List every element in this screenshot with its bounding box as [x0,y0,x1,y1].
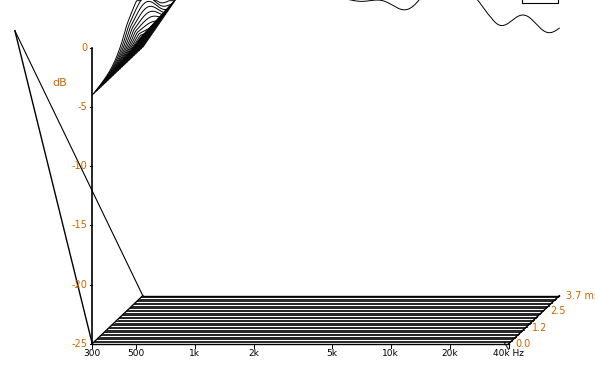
Text: 0: 0 [82,43,87,53]
Text: 1k: 1k [189,349,200,358]
Polygon shape [115,22,531,322]
Polygon shape [94,0,511,342]
Text: -5: -5 [78,102,87,112]
Polygon shape [103,21,519,334]
Polygon shape [124,11,540,314]
Polygon shape [136,0,552,302]
Text: -15: -15 [71,220,87,230]
Text: 5k: 5k [326,349,337,358]
Polygon shape [118,18,535,319]
Polygon shape [134,0,550,304]
Polygon shape [130,2,547,307]
Text: 500: 500 [127,349,145,358]
Polygon shape [122,13,538,316]
Text: 2.5: 2.5 [550,306,566,316]
Polygon shape [109,29,526,327]
Text: 1.2: 1.2 [533,323,547,333]
Text: 3.7 ms: 3.7 ms [566,291,595,301]
Text: 2k: 2k [248,349,259,358]
Polygon shape [108,31,524,329]
Polygon shape [137,0,554,301]
Text: -25: -25 [71,339,87,349]
Polygon shape [92,1,509,349]
Polygon shape [105,26,521,332]
Text: 40k Hz: 40k Hz [493,349,524,358]
Polygon shape [106,30,522,331]
Polygon shape [129,5,546,309]
Text: -20: -20 [71,280,87,290]
Polygon shape [98,6,514,339]
Text: 20k: 20k [441,349,458,358]
Polygon shape [111,27,528,326]
Text: 0.0: 0.0 [516,339,531,349]
Polygon shape [126,9,542,312]
Polygon shape [139,0,556,299]
Text: -10: -10 [72,161,87,171]
Polygon shape [117,20,533,321]
Text: CLIO: CLIO [524,0,556,2]
Polygon shape [96,2,512,340]
Polygon shape [101,16,518,335]
Text: 300: 300 [84,349,101,358]
Text: 10k: 10k [383,349,399,358]
Polygon shape [143,0,559,296]
Polygon shape [141,0,558,297]
Polygon shape [132,0,549,306]
Polygon shape [113,25,530,324]
Polygon shape [99,11,516,337]
Text: dB: dB [52,78,67,88]
Polygon shape [120,16,537,317]
Polygon shape [127,7,544,311]
